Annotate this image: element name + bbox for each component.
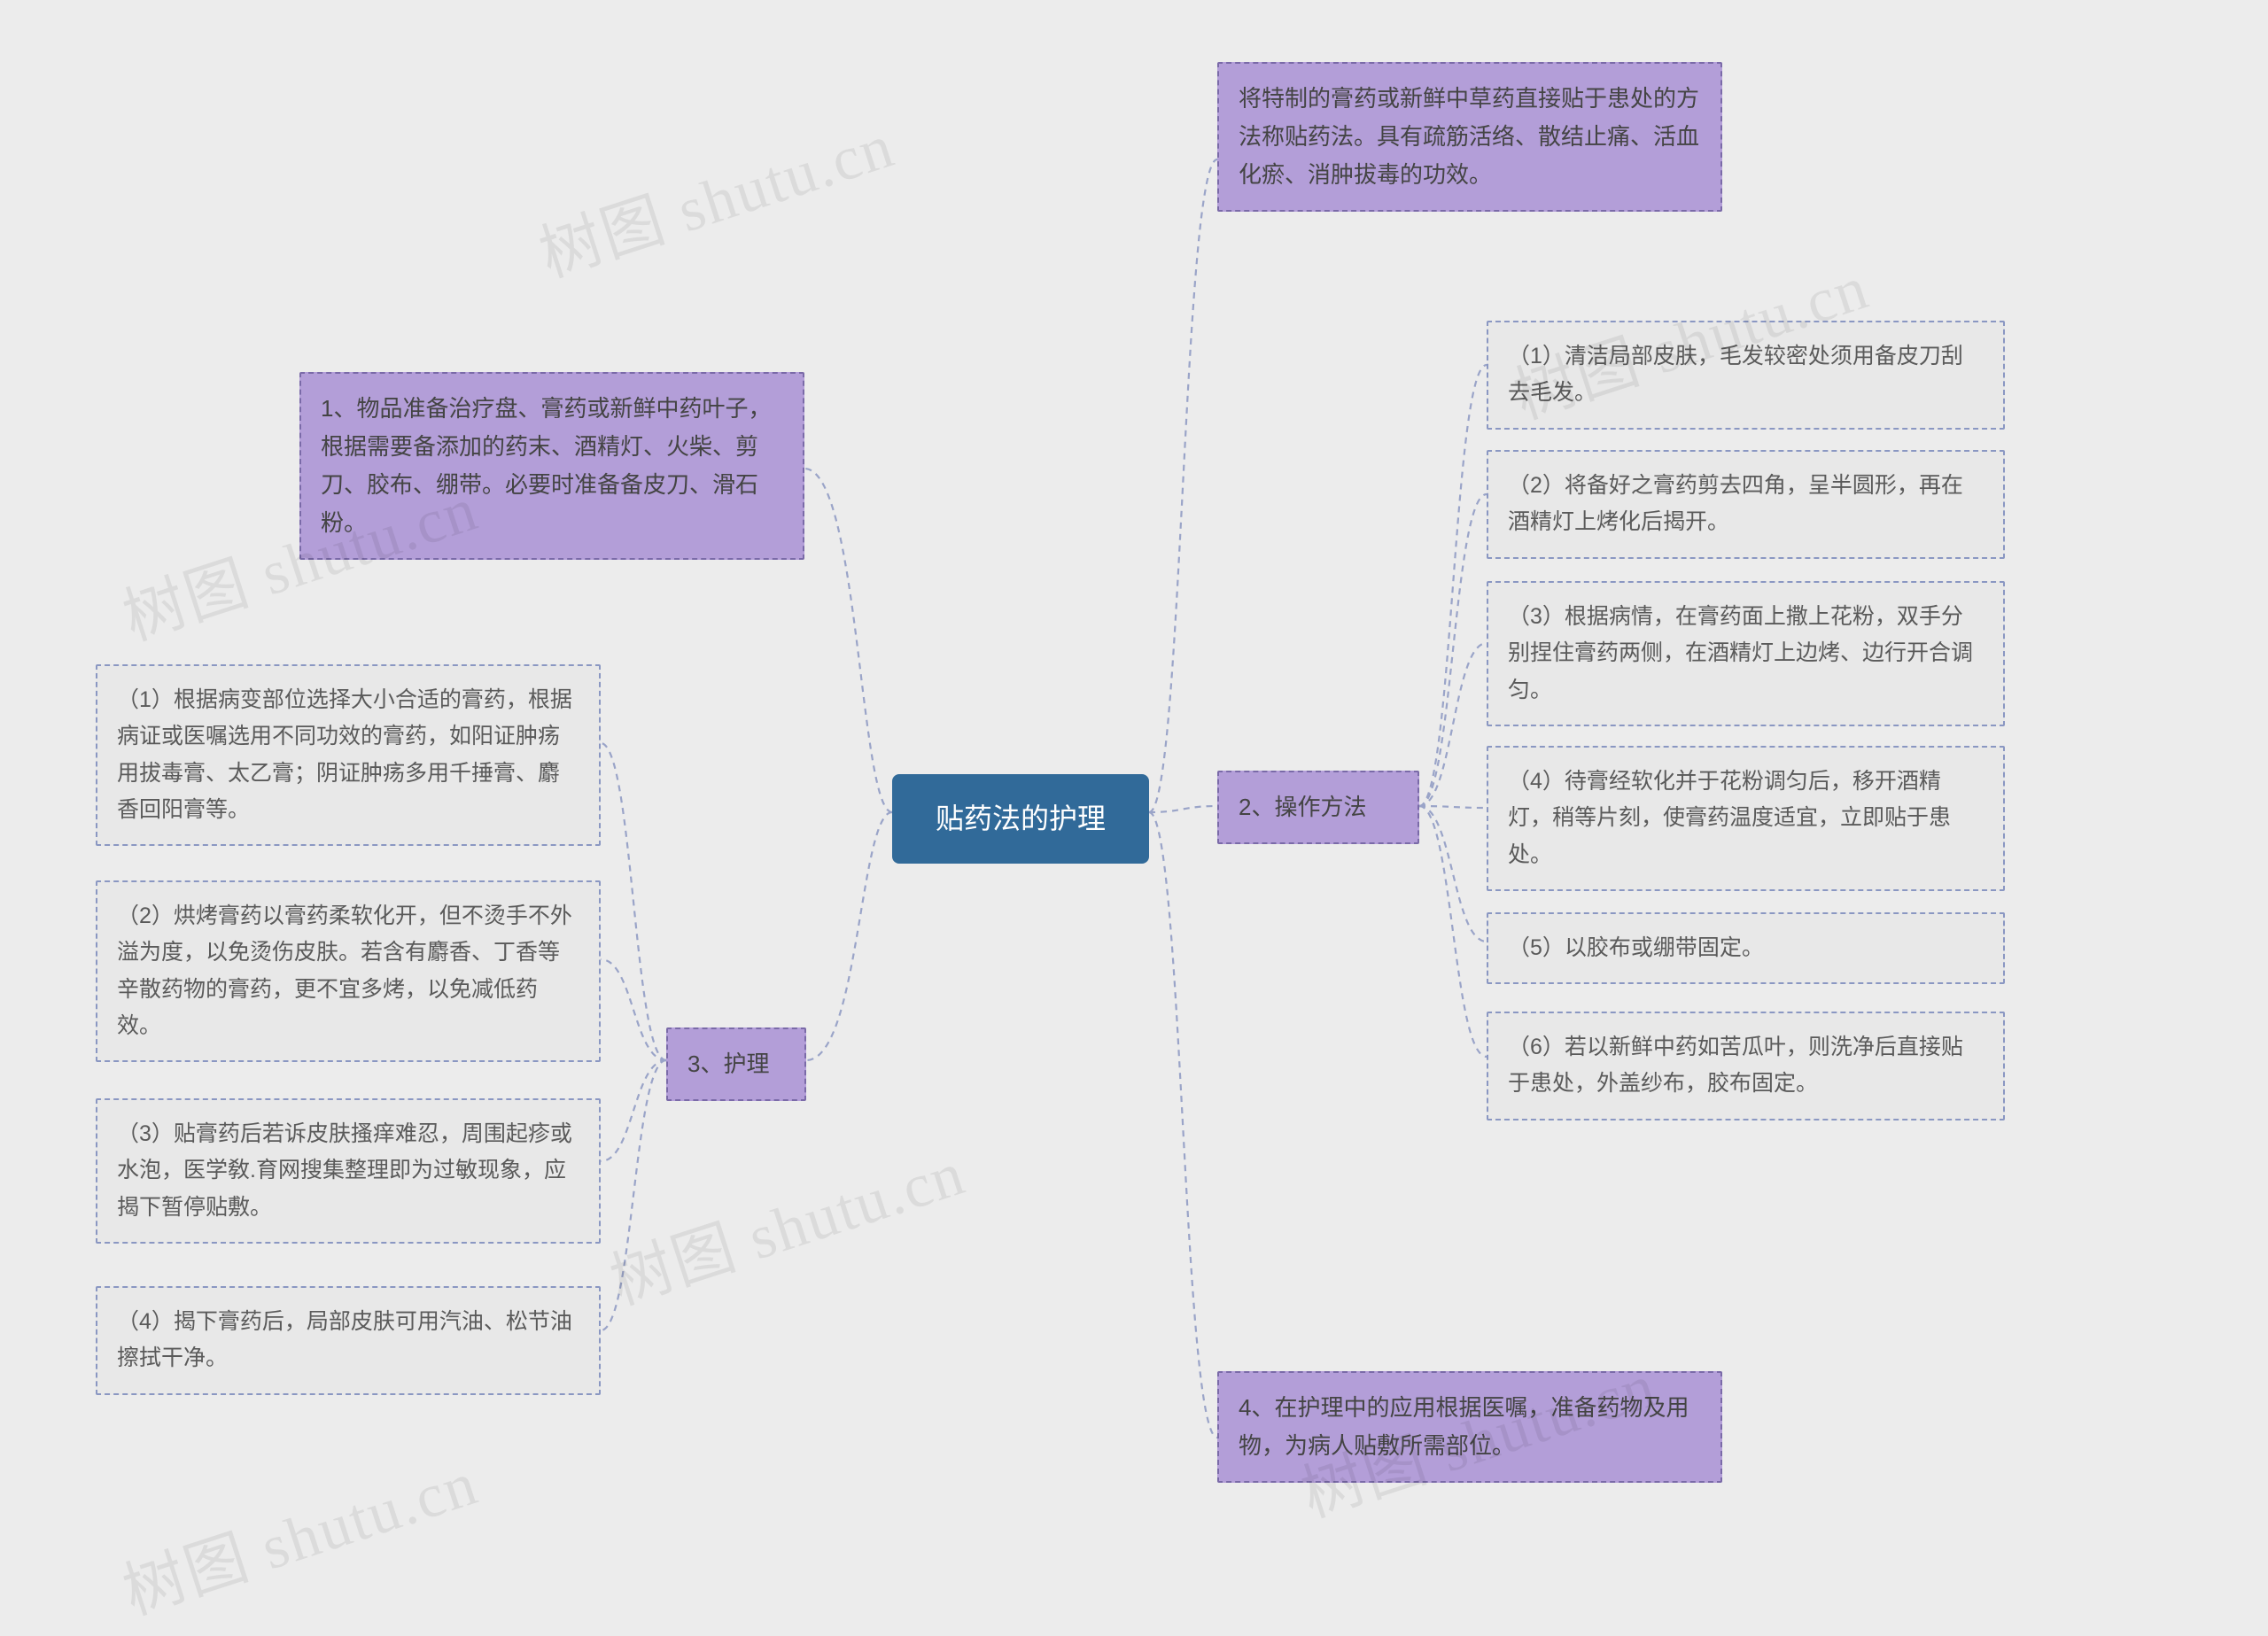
branch-care[interactable]: 3、护理 (666, 1027, 806, 1101)
branch-intro[interactable]: 将特制的膏药或新鲜中草药直接贴于患处的方法称贴药法。具有疏筋活络、散结止痛、活血… (1217, 62, 1722, 212)
branch-prep-text: 1、物品准备治疗盘、膏药或新鲜中药叶子，根据需要备添加的药末、酒精灯、火柴、剪刀… (321, 395, 771, 536)
leaf-care-1-text: （1）根据病变部位选择大小合适的膏药，根据病证或医嘱选用不同功效的膏药，如阳证肿… (117, 687, 572, 822)
leaf-method-6-text: （6）若以新鲜中药如苦瓜叶，则洗净后直接贴于患处，外盖纱布，胶布固定。 (1508, 1035, 1963, 1096)
leaf-method-2-text: （2）将备好之膏药剪去四角，呈半圆形，再在酒精灯上烤化后揭开。 (1508, 473, 1963, 534)
leaf-method-4[interactable]: （4）待膏经软化并于花粉调匀后，移开酒精灯，稍等片刻，使膏药温度适宜，立即贴于患… (1487, 746, 2005, 891)
leaf-care-4[interactable]: （4）揭下膏药后，局部皮肤可用汽油、松节油擦拭干净。 (96, 1286, 601, 1395)
leaf-method-4-text: （4）待膏经软化并于花粉调匀后，移开酒精灯，稍等片刻，使膏药温度适宜，立即贴于患… (1508, 769, 1951, 867)
leaf-care-4-text: （4）揭下膏药后，局部皮肤可用汽油、松节油擦拭干净。 (117, 1309, 572, 1370)
branch-method-text: 2、操作方法 (1239, 794, 1366, 820)
branch-prep[interactable]: 1、物品准备治疗盘、膏药或新鲜中药叶子，根据需要备添加的药末、酒精灯、火柴、剪刀… (299, 372, 804, 560)
watermark: 树图 shutu.cn (111, 1433, 488, 1632)
leaf-method-6[interactable]: （6）若以新鲜中药如苦瓜叶，则洗净后直接贴于患处，外盖纱布，胶布固定。 (1487, 1012, 2005, 1120)
leaf-care-3[interactable]: （3）贴膏药后若诉皮肤搔痒难忍，周围起疹或水泡，医学敎.育网搜集整理即为过敏现象… (96, 1098, 601, 1244)
branch-apply-text: 4、在护理中的应用根据医嘱，准备药物及用物，为病人贴敷所需部位。 (1239, 1394, 1689, 1459)
leaf-care-2-text: （2）烘烤膏药以膏药柔软化开，但不烫手不外溢为度，以免烫伤皮肤。若含有麝香、丁香… (117, 903, 572, 1038)
leaf-method-5[interactable]: （5）以胶布或绷带固定。 (1487, 912, 2005, 984)
mindmap-root[interactable]: 贴药法的护理 (892, 774, 1149, 864)
root-text: 贴药法的护理 (936, 802, 1106, 834)
watermark: 树图 shutu.cn (598, 1123, 975, 1322)
leaf-care-3-text: （3）贴膏药后若诉皮肤搔痒难忍，周围起疹或水泡，医学敎.育网搜集整理即为过敏现象… (117, 1121, 572, 1220)
leaf-care-1[interactable]: （1）根据病变部位选择大小合适的膏药，根据病证或医嘱选用不同功效的膏药，如阳证肿… (96, 664, 601, 846)
leaf-care-2[interactable]: （2）烘烤膏药以膏药柔软化开，但不烫手不外溢为度，以免烫伤皮肤。若含有麝香、丁香… (96, 880, 601, 1062)
branch-intro-text: 将特制的膏药或新鲜中草药直接贴于患处的方法称贴药法。具有疏筋活络、散结止痛、活血… (1239, 85, 1699, 188)
leaf-method-2[interactable]: （2）将备好之膏药剪去四角，呈半圆形，再在酒精灯上烤化后揭开。 (1487, 450, 2005, 559)
branch-method[interactable]: 2、操作方法 (1217, 771, 1419, 844)
branch-apply[interactable]: 4、在护理中的应用根据医嘱，准备药物及用物，为病人贴敷所需部位。 (1217, 1371, 1722, 1483)
leaf-method-1-text: （1）清洁局部皮肤，毛发较密处须用备皮刀刮去毛发。 (1508, 344, 1963, 405)
leaf-method-1[interactable]: （1）清洁局部皮肤，毛发较密处须用备皮刀刮去毛发。 (1487, 321, 2005, 430)
leaf-method-5-text: （5）以胶布或绷带固定。 (1508, 935, 1764, 960)
branch-care-text: 3、护理 (687, 1051, 769, 1077)
leaf-method-3-text: （3）根据病情，在膏药面上撒上花粉，双手分别捏住膏药两侧，在酒精灯上边烤、边行开… (1508, 604, 1973, 702)
leaf-method-3[interactable]: （3）根据病情，在膏药面上撒上花粉，双手分别捏住膏药两侧，在酒精灯上边烤、边行开… (1487, 581, 2005, 726)
watermark: 树图 shutu.cn (527, 96, 905, 294)
